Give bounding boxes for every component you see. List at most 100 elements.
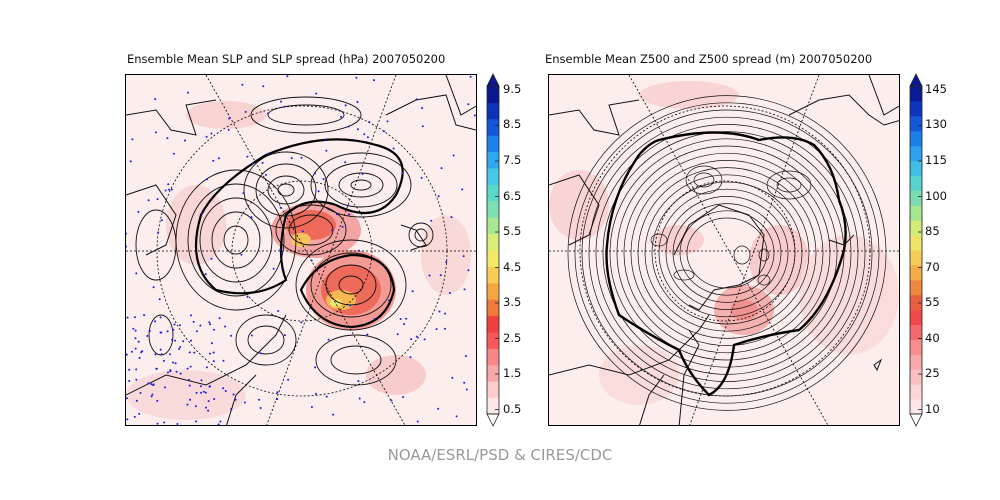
z500-tick: 25 bbox=[925, 366, 940, 380]
observation-dot bbox=[421, 107, 423, 110]
observation-dot bbox=[172, 361, 174, 364]
observation-dot bbox=[126, 353, 128, 356]
colorbar-extend-min bbox=[909, 413, 923, 427]
observation-dot bbox=[200, 212, 203, 215]
slp-graticule bbox=[126, 75, 476, 425]
observation-dot bbox=[373, 79, 375, 82]
observation-dot bbox=[224, 325, 226, 328]
observation-dot bbox=[208, 385, 211, 388]
observation-dot bbox=[134, 316, 136, 319]
observation-dot bbox=[366, 333, 369, 336]
observation-dot bbox=[134, 329, 137, 332]
observation-dot bbox=[450, 216, 453, 219]
colorbar-swatch bbox=[487, 200, 499, 218]
observation-dot bbox=[314, 366, 317, 369]
observation-dot bbox=[199, 385, 202, 388]
z500-contour-line bbox=[630, 160, 824, 346]
observation-dot bbox=[126, 316, 129, 319]
observation-dot bbox=[234, 398, 237, 401]
observation-dot bbox=[286, 75, 289, 78]
colorbar-swatch bbox=[910, 384, 922, 400]
observation-dot bbox=[411, 290, 414, 293]
observation-dot bbox=[212, 159, 215, 162]
observation-dot bbox=[310, 259, 313, 262]
observation-dot bbox=[301, 230, 304, 233]
observation-dot bbox=[173, 323, 176, 326]
observation-dot bbox=[325, 395, 328, 398]
observation-dot bbox=[139, 392, 142, 394]
observation-dot bbox=[132, 327, 135, 330]
observation-dot bbox=[208, 321, 211, 324]
observation-dot bbox=[135, 399, 138, 402]
observation-dot bbox=[135, 272, 138, 275]
observation-dot bbox=[300, 321, 303, 324]
observation-dot bbox=[290, 157, 293, 160]
observation-dot bbox=[246, 295, 249, 298]
observation-dot bbox=[368, 121, 371, 123]
colorbar-swatch bbox=[487, 332, 499, 349]
z500-contour-line bbox=[595, 124, 859, 382]
observation-dot bbox=[210, 342, 213, 345]
observation-dot bbox=[467, 269, 470, 272]
observation-dot bbox=[138, 412, 141, 415]
observation-dot bbox=[244, 110, 247, 113]
colorbar-swatch bbox=[487, 168, 499, 185]
observation-dot bbox=[363, 401, 366, 404]
observation-dot bbox=[250, 216, 253, 219]
observation-dot bbox=[147, 382, 150, 385]
observation-dot bbox=[135, 368, 138, 371]
observation-dot bbox=[462, 255, 465, 258]
observation-dot bbox=[137, 340, 140, 343]
slp-tick: 2.5 bbox=[503, 331, 522, 345]
observation-dot bbox=[179, 346, 182, 348]
colorbar-swatch bbox=[487, 250, 499, 267]
z500-contour-line bbox=[567, 95, 887, 411]
observation-dot bbox=[158, 298, 161, 301]
observation-dot bbox=[392, 147, 395, 150]
observation-dot bbox=[346, 204, 349, 207]
observation-dot bbox=[259, 407, 262, 409]
colorbar-swatch bbox=[487, 381, 499, 399]
z500-tick: 115 bbox=[925, 153, 947, 167]
slp-tick: 7.5 bbox=[503, 153, 522, 167]
observation-dot bbox=[163, 421, 166, 424]
colorbar-swatch bbox=[487, 184, 499, 202]
observation-dot bbox=[178, 348, 181, 350]
observation-dot bbox=[260, 352, 262, 355]
observation-dot bbox=[409, 356, 412, 359]
observation-dot bbox=[126, 245, 127, 248]
observation-dot bbox=[166, 330, 169, 333]
colorbar-swatch bbox=[910, 309, 922, 326]
observation-dot bbox=[428, 274, 431, 277]
observation-dot bbox=[129, 160, 132, 163]
observation-dot bbox=[331, 229, 334, 232]
observation-dot bbox=[159, 316, 162, 319]
observation-dot bbox=[199, 324, 202, 327]
slp-spread-shading bbox=[126, 101, 471, 420]
observation-dot bbox=[465, 355, 467, 358]
observation-dot bbox=[232, 393, 235, 396]
observation-dot bbox=[315, 92, 318, 95]
observation-dot bbox=[200, 391, 202, 394]
observation-dot bbox=[383, 130, 385, 133]
observation-dot bbox=[184, 139, 186, 142]
observation-dot bbox=[240, 253, 243, 256]
observation-dot bbox=[133, 415, 136, 418]
colorbar-swatch bbox=[487, 397, 499, 415]
z500-contour-line bbox=[686, 217, 768, 289]
observation-dot bbox=[267, 152, 270, 155]
colorbar-extend-min bbox=[486, 413, 500, 427]
observation-dot bbox=[402, 396, 405, 398]
colorbar-swatch bbox=[487, 233, 499, 251]
observation-dot bbox=[188, 351, 191, 354]
observation-dot bbox=[363, 133, 366, 136]
z500-coastlines bbox=[549, 75, 899, 425]
colorbar-extend-max bbox=[909, 73, 923, 87]
slp-contours bbox=[135, 96, 434, 386]
observation-dot bbox=[128, 368, 131, 371]
observation-dot bbox=[210, 132, 213, 135]
observation-dot bbox=[148, 330, 151, 332]
observation-dot bbox=[154, 98, 157, 101]
observation-dot bbox=[276, 391, 279, 394]
observation-dot bbox=[281, 267, 283, 270]
